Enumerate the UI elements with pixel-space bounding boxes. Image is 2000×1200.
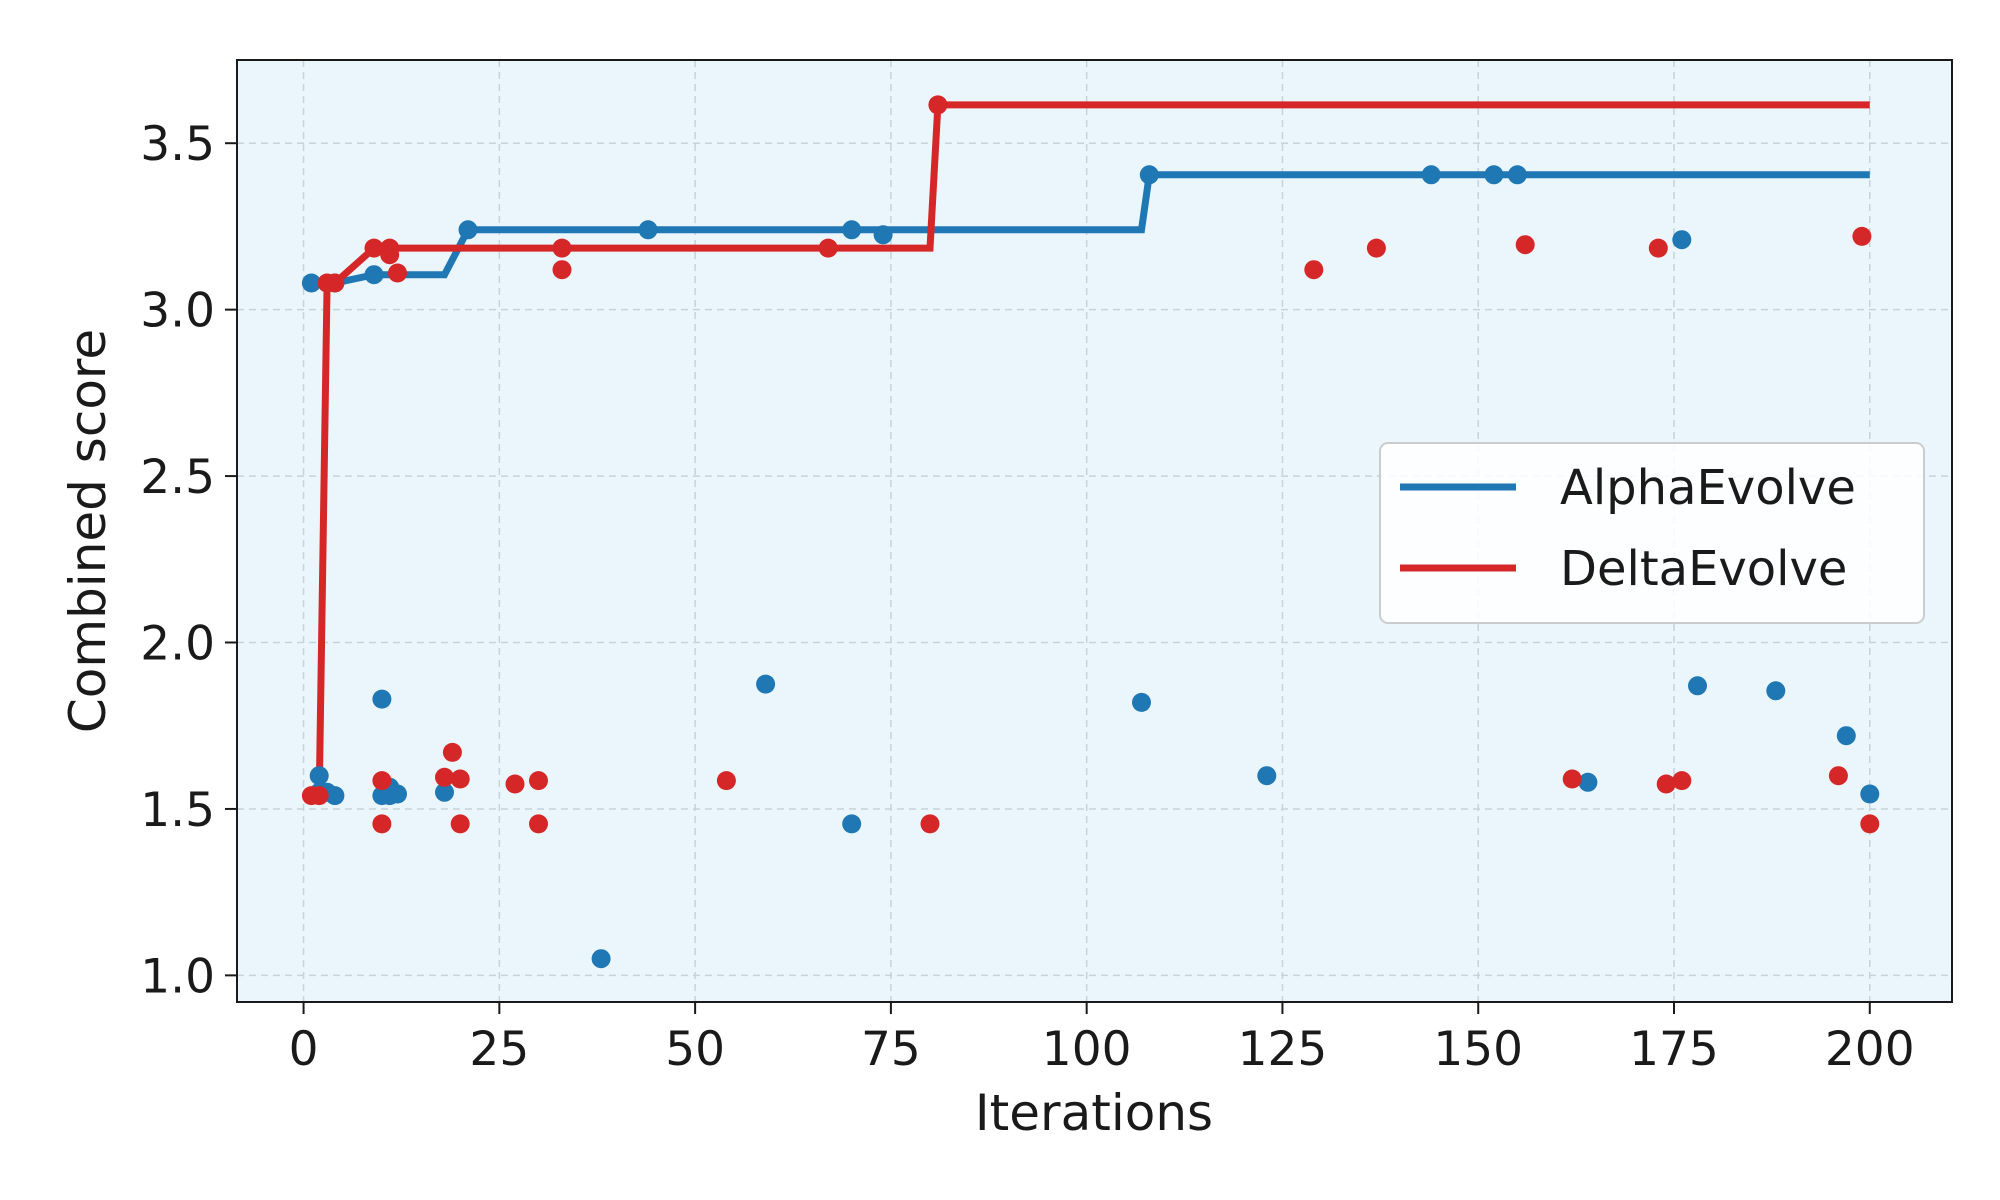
- point-alphaevolve: [842, 814, 862, 834]
- score-points: [301, 95, 1880, 969]
- y-axis-title: Combined score: [59, 329, 117, 733]
- point-deltaevolve: [325, 273, 345, 293]
- axis-ticks: 0 25 50 75 100 125 150 175 200 1.0 1.5 2.0 2.5 3.0 3.5: [140, 117, 1914, 1077]
- point-deltaevolve: [529, 771, 548, 791]
- point-deltaevolve: [928, 95, 948, 115]
- point-alphaevolve: [1139, 165, 1159, 185]
- point-alphaevolve: [591, 949, 611, 969]
- x-tick-label: 200: [1825, 1022, 1915, 1077]
- point-deltaevolve: [388, 263, 407, 283]
- point-deltaevolve: [1852, 226, 1872, 246]
- point-deltaevolve: [818, 238, 838, 258]
- x-axis-title: Iterations: [975, 1084, 1213, 1142]
- point-alphaevolve: [372, 689, 392, 709]
- point-alphaevolve: [638, 220, 658, 240]
- legend-label-alphaevolve: AlphaEvolve: [1560, 460, 1856, 516]
- point-deltaevolve: [364, 238, 384, 258]
- x-tick-label: 25: [469, 1022, 529, 1077]
- grid-lines: [237, 60, 1952, 1002]
- point-deltaevolve: [1562, 769, 1582, 789]
- point-alphaevolve: [301, 273, 321, 293]
- point-alphaevolve: [1672, 230, 1692, 250]
- point-deltaevolve: [1828, 766, 1848, 786]
- point-alphaevolve: [1132, 692, 1151, 712]
- point-alphaevolve: [435, 782, 454, 802]
- point-alphaevolve: [1421, 165, 1441, 185]
- point-deltaevolve: [1672, 771, 1692, 791]
- point-deltaevolve: [450, 814, 470, 834]
- legend-label-deltaevolve: DeltaEvolve: [1560, 541, 1847, 597]
- point-deltaevolve: [552, 260, 572, 280]
- point-deltaevolve: [372, 814, 392, 834]
- point-alphaevolve: [842, 220, 862, 240]
- point-deltaevolve: [920, 814, 940, 834]
- point-deltaevolve: [1860, 814, 1880, 834]
- point-deltaevolve: [1304, 260, 1324, 280]
- point-alphaevolve: [1507, 165, 1527, 185]
- point-alphaevolve: [1688, 676, 1707, 696]
- point-alphaevolve: [458, 220, 478, 240]
- point-deltaevolve: [529, 814, 548, 834]
- legend: AlphaEvolve DeltaEvolve: [1379, 442, 1925, 624]
- point-deltaevolve: [1515, 235, 1535, 255]
- x-tick-label: 100: [1042, 1022, 1132, 1077]
- point-deltaevolve: [372, 771, 392, 791]
- point-alphaevolve: [1578, 772, 1598, 792]
- point-alphaevolve: [1766, 681, 1786, 701]
- y-tick-label: 3.0: [140, 284, 215, 339]
- point-alphaevolve: [388, 784, 407, 804]
- point-deltaevolve: [716, 771, 736, 791]
- point-deltaevolve: [442, 742, 462, 762]
- y-tick-label: 2.0: [140, 617, 215, 672]
- x-tick-label: 0: [289, 1022, 319, 1077]
- point-alphaevolve: [1836, 726, 1856, 746]
- point-alphaevolve: [1860, 784, 1880, 804]
- y-tick-label: 1.0: [140, 949, 215, 1004]
- x-tick-label: 150: [1433, 1022, 1523, 1077]
- point-deltaevolve: [380, 245, 400, 265]
- point-deltaevolve: [309, 786, 329, 806]
- point-alphaevolve: [873, 225, 893, 245]
- best-line-deltaevolve: [311, 101, 1870, 800]
- point-deltaevolve: [552, 238, 572, 258]
- point-alphaevolve: [364, 265, 384, 285]
- point-deltaevolve: [1648, 238, 1668, 258]
- point-deltaevolve: [435, 767, 454, 787]
- point-deltaevolve: [1656, 774, 1676, 794]
- point-alphaevolve: [756, 674, 776, 694]
- x-tick-label: 75: [861, 1022, 921, 1077]
- point-alphaevolve: [325, 786, 345, 806]
- point-alphaevolve: [1484, 165, 1504, 185]
- x-tick-label: 175: [1629, 1022, 1719, 1077]
- plot-frame: [236, 59, 1953, 1003]
- point-deltaevolve: [450, 769, 470, 789]
- point-deltaevolve: [505, 774, 525, 794]
- x-tick-label: 125: [1238, 1022, 1328, 1077]
- y-tick-label: 2.5: [140, 450, 215, 505]
- point-alphaevolve: [1257, 766, 1277, 786]
- y-tick-label: 3.5: [140, 117, 215, 172]
- y-tick-label: 1.5: [140, 783, 215, 838]
- point-alphaevolve: [309, 766, 329, 786]
- x-tick-label: 50: [665, 1022, 725, 1077]
- point-deltaevolve: [1366, 238, 1386, 258]
